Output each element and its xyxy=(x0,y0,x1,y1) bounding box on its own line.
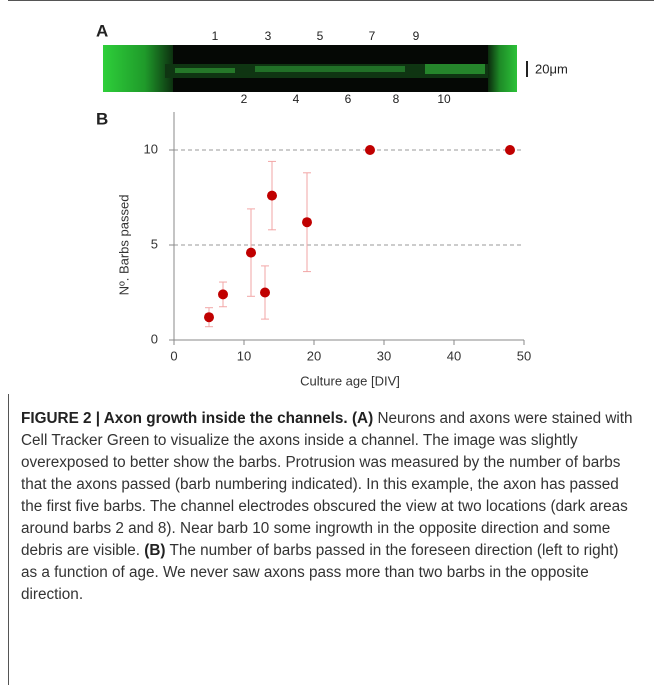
point xyxy=(505,145,515,155)
barb-number: 9 xyxy=(413,29,420,43)
barb-number: 10 xyxy=(437,92,451,106)
caption-title: FIGURE 2 | Axon growth inside the channe… xyxy=(21,410,348,427)
caption-label: (B) xyxy=(144,542,165,559)
axon xyxy=(425,64,485,74)
point xyxy=(365,145,375,155)
caption-label: (A) xyxy=(352,410,373,427)
panel-label: B xyxy=(96,109,108,128)
caption: FIGURE 2 | Axon growth inside the channe… xyxy=(8,394,634,685)
barb-number: 3 xyxy=(265,29,272,43)
barb-number: 4 xyxy=(293,92,300,106)
barb-number: 8 xyxy=(393,92,400,106)
barb-number: 6 xyxy=(345,92,352,106)
y-tick-label: 5 xyxy=(151,236,158,251)
y-tick-label: 0 xyxy=(151,331,158,346)
barb-number: 1 xyxy=(212,29,219,43)
x-axis-title: Culture age [DIV] xyxy=(300,373,400,388)
x-tick-label: 30 xyxy=(377,348,391,363)
scale-label: 20μm xyxy=(535,61,568,76)
page: A 20μm B Nº. Barbs passed Culture age [D… xyxy=(0,0,654,685)
image-region xyxy=(488,45,517,92)
barb-number: 7 xyxy=(369,29,376,43)
x-tick-label: 50 xyxy=(517,348,531,363)
point xyxy=(204,312,214,322)
x-tick-label: 40 xyxy=(447,348,461,363)
x-tick-label: 20 xyxy=(307,348,321,363)
point xyxy=(302,217,312,227)
micrograph xyxy=(103,45,517,92)
x-tick-label: 10 xyxy=(237,348,251,363)
panel-label: A xyxy=(96,21,108,40)
axon xyxy=(175,68,235,73)
x-tick-label: 0 xyxy=(170,348,177,363)
y-tick-label: 10 xyxy=(144,141,158,156)
image-region xyxy=(103,45,173,92)
point xyxy=(267,191,277,201)
caption-text: Neurons and axons were stained with Cell… xyxy=(21,410,633,559)
axon xyxy=(255,66,405,72)
point xyxy=(218,289,228,299)
barb-number: 5 xyxy=(317,29,324,43)
barb-number: 2 xyxy=(241,92,248,106)
point xyxy=(246,248,256,258)
figure: A 20μm B Nº. Barbs passed Culture age [D… xyxy=(0,0,654,394)
y-axis-title: Nº. Barbs passed xyxy=(116,195,131,296)
point xyxy=(260,288,270,298)
